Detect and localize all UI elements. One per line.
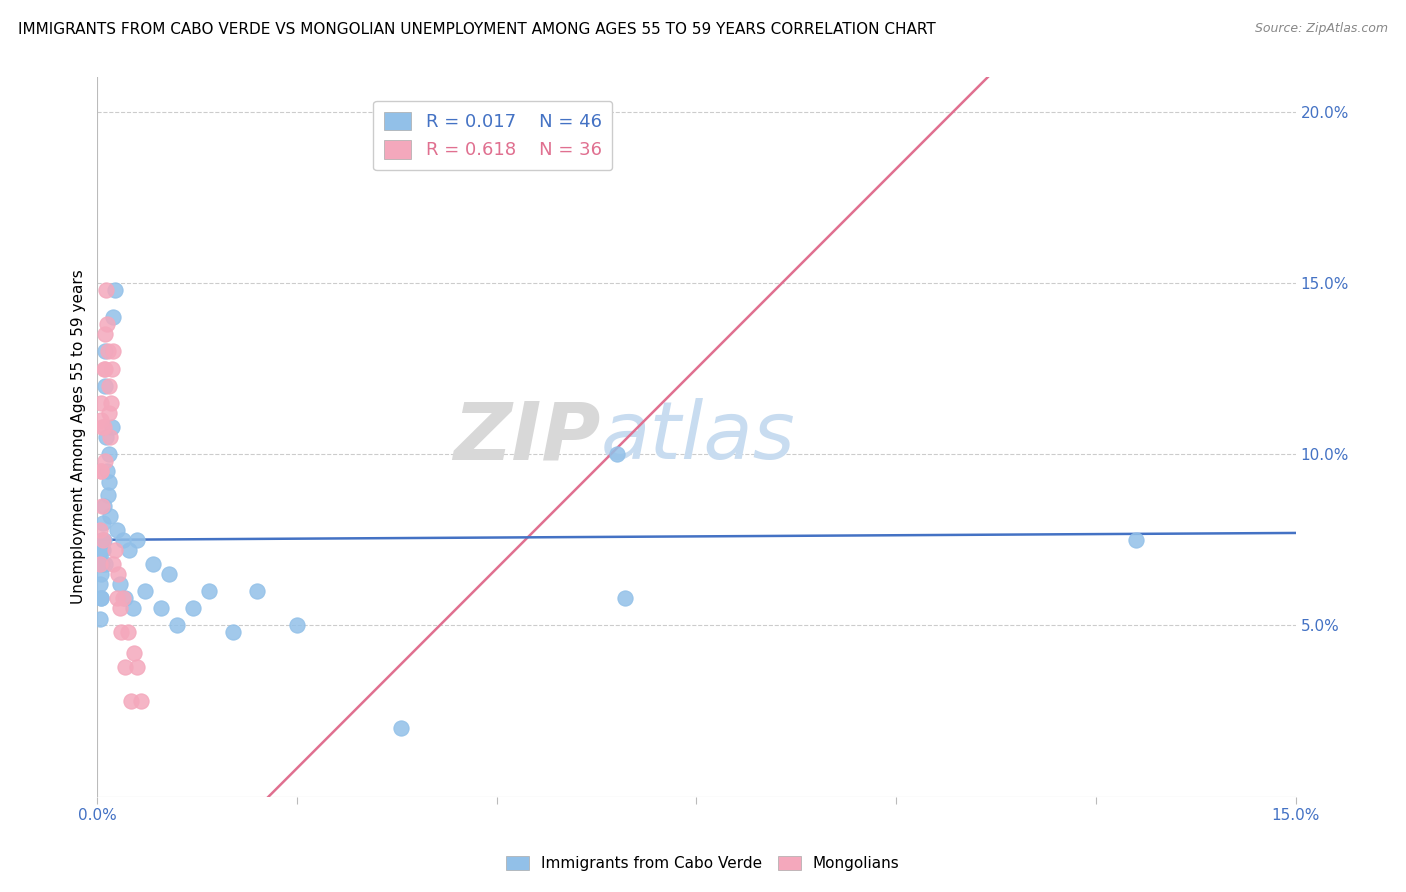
Point xyxy=(100,419,122,434)
Legend: R = 0.017    N = 46, R = 0.618    N = 36: R = 0.017 N = 46, R = 0.618 N = 36 xyxy=(373,101,613,170)
Text: ZIP: ZIP xyxy=(453,398,600,476)
Point xyxy=(91,419,114,434)
Point xyxy=(114,591,136,605)
Point xyxy=(103,310,125,325)
Point xyxy=(166,618,188,632)
Point xyxy=(100,396,122,410)
Point xyxy=(606,447,628,461)
Point xyxy=(110,625,132,640)
Point xyxy=(97,344,120,359)
Point xyxy=(1125,533,1147,547)
Point xyxy=(93,557,115,571)
Point xyxy=(89,577,111,591)
Point xyxy=(90,591,112,605)
Point xyxy=(98,475,121,489)
Point xyxy=(127,659,149,673)
Point xyxy=(104,283,127,297)
Point xyxy=(98,406,121,420)
Point xyxy=(94,361,117,376)
Point xyxy=(114,659,136,673)
Point xyxy=(103,344,125,359)
Point xyxy=(181,601,204,615)
Point xyxy=(108,601,131,615)
Point xyxy=(90,413,112,427)
Point xyxy=(157,567,180,582)
Point xyxy=(122,601,145,615)
Text: atlas: atlas xyxy=(600,398,796,476)
Text: IMMIGRANTS FROM CABO VERDE VS MONGOLIAN UNEMPLOYMENT AMONG AGES 55 TO 59 YEARS C: IMMIGRANTS FROM CABO VERDE VS MONGOLIAN … xyxy=(18,22,936,37)
Point xyxy=(122,646,145,660)
Point xyxy=(142,557,165,571)
Point xyxy=(108,577,131,591)
Point xyxy=(90,464,112,478)
Point xyxy=(93,533,115,547)
Point xyxy=(90,567,112,582)
Point xyxy=(91,557,114,571)
Point xyxy=(118,543,141,558)
Point xyxy=(98,430,121,444)
Point xyxy=(94,344,117,359)
Point xyxy=(94,378,117,392)
Text: Source: ZipAtlas.com: Source: ZipAtlas.com xyxy=(1254,22,1388,36)
Point xyxy=(613,591,636,605)
Point xyxy=(94,327,117,342)
Point xyxy=(93,419,115,434)
Point xyxy=(246,584,269,599)
Point xyxy=(91,533,114,547)
Point xyxy=(94,430,117,444)
Point xyxy=(105,523,128,537)
Y-axis label: Unemployment Among Ages 55 to 59 years: Unemployment Among Ages 55 to 59 years xyxy=(72,269,86,605)
Point xyxy=(97,447,120,461)
Point xyxy=(105,591,128,605)
Point xyxy=(111,591,134,605)
Point xyxy=(91,499,114,513)
Point xyxy=(134,584,156,599)
Point xyxy=(90,557,112,571)
Point xyxy=(91,533,114,547)
Point xyxy=(93,361,115,376)
Point xyxy=(90,464,112,478)
Point xyxy=(97,378,120,392)
Point xyxy=(90,591,112,605)
Point xyxy=(90,396,112,410)
Point xyxy=(89,611,111,625)
Point xyxy=(96,464,118,478)
Point xyxy=(93,499,115,513)
Point xyxy=(90,543,112,558)
Point xyxy=(129,694,152,708)
Point xyxy=(100,361,122,376)
Point xyxy=(285,618,308,632)
Point xyxy=(389,721,412,735)
Point xyxy=(93,454,115,468)
Point xyxy=(89,523,111,537)
Point xyxy=(107,567,129,582)
Point xyxy=(98,508,121,523)
Point xyxy=(89,557,111,571)
Point xyxy=(91,543,114,558)
Point xyxy=(120,694,142,708)
Point xyxy=(104,543,127,558)
Point xyxy=(96,317,118,331)
Point xyxy=(91,516,114,530)
Point xyxy=(97,488,120,502)
Point xyxy=(111,533,134,547)
Point xyxy=(222,625,245,640)
Point xyxy=(198,584,221,599)
Point xyxy=(101,557,124,571)
Point xyxy=(117,625,139,640)
Point xyxy=(94,283,117,297)
Legend: Immigrants from Cabo Verde, Mongolians: Immigrants from Cabo Verde, Mongolians xyxy=(501,849,905,877)
Point xyxy=(127,533,149,547)
Point xyxy=(150,601,173,615)
